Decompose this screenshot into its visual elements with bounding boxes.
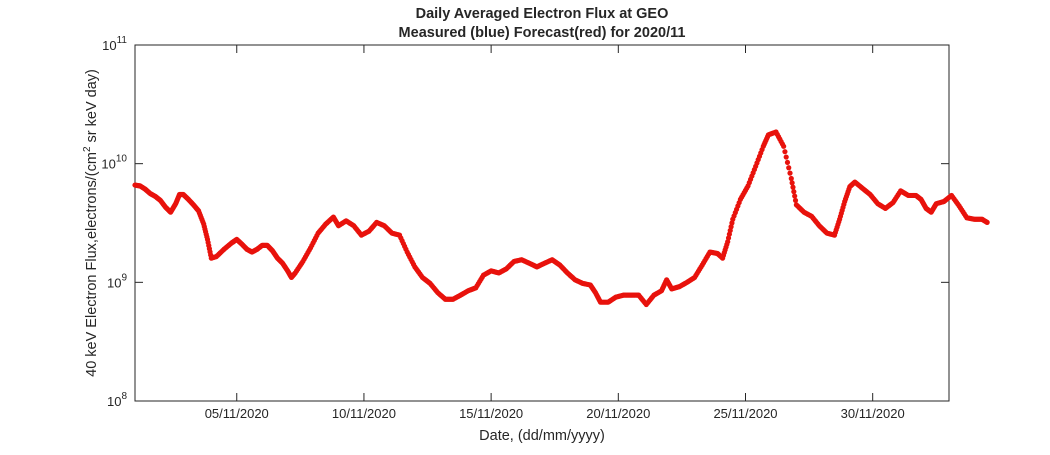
y-axis-label-unit: sr keV day) (84, 69, 100, 146)
forecast-series (132, 129, 990, 308)
data-point-sub (792, 193, 798, 199)
y-tick-base: 10 (107, 275, 121, 290)
x-tick-label: 30/11/2020 (841, 406, 905, 421)
data-point (984, 219, 990, 225)
chart-subtitle: Measured (blue) Forecast(red) for 2020/1… (399, 25, 686, 41)
chart-title: Daily Averaged Electron Flux at GEO (416, 6, 669, 22)
data-point-sub (792, 197, 799, 204)
data-point-sub (782, 149, 788, 155)
x-tick-label: 05/11/2020 (205, 406, 269, 421)
data-point-sub (783, 154, 789, 160)
y-tick-label: 109 (107, 272, 127, 290)
data-point-sub (790, 184, 796, 190)
y-tick-label: 1010 (101, 154, 127, 172)
data-point-sub (786, 165, 792, 171)
y-tick-base: 10 (107, 394, 121, 409)
y-tick-label: 108 (107, 391, 127, 409)
y-tick-label: 1011 (102, 35, 127, 53)
y-tick-exponent: 10 (116, 154, 128, 165)
x-tick-label: 15/11/2020 (459, 406, 523, 421)
x-tick-label: 25/11/2020 (713, 406, 777, 421)
x-tick-label: 20/11/2020 (586, 406, 650, 421)
data-point (788, 175, 794, 182)
x-axis-label: Date, (dd/mm/yyyy) (479, 428, 605, 444)
data-point (781, 143, 787, 149)
y-axis-label-main: 40 keV Electron Flux,electrons/(cm (84, 152, 100, 377)
y-tick-base: 10 (102, 38, 116, 53)
y-axis-label-superscript: 2 (82, 146, 93, 152)
y-axis-label: 40 keV Electron Flux,electrons/(cm2 sr k… (82, 69, 100, 377)
y-tick-exponent: 11 (117, 35, 128, 46)
y-tick-exponent: 8 (121, 391, 127, 402)
x-tick-label: 10/11/2020 (332, 406, 396, 421)
y-tick-exponent: 9 (121, 272, 127, 283)
data-point-sub (787, 170, 793, 176)
y-tick-base: 10 (101, 157, 115, 172)
data-point-sub (789, 180, 795, 186)
x-axis-ticks: 05/11/2020 10/11/2020 15/11/2020 20/11/2020… (205, 45, 905, 421)
plot-area-frame (134, 44, 950, 402)
data-point-sub (791, 189, 797, 195)
data-point-sub (784, 159, 791, 166)
